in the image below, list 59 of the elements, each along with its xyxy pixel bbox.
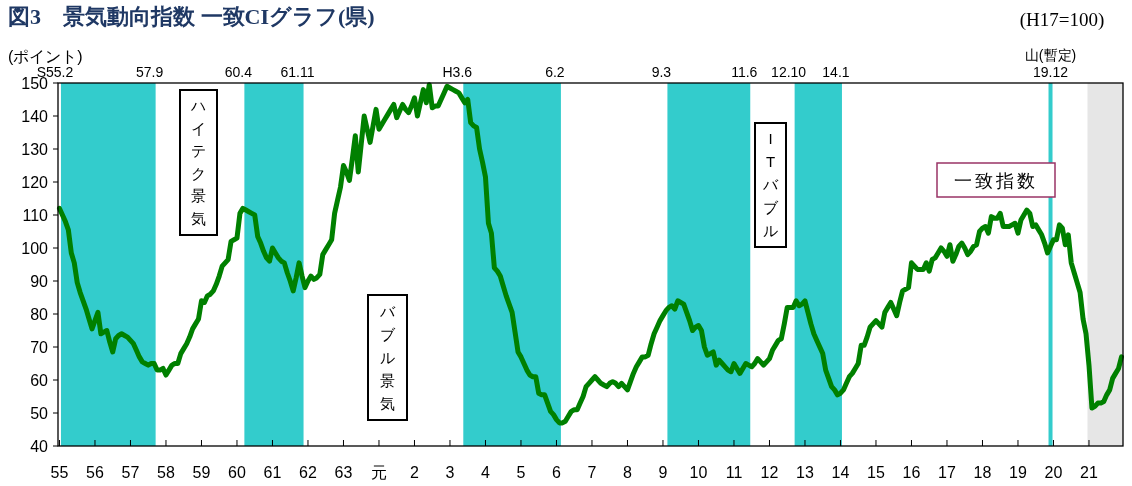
text: 14.1	[822, 64, 850, 80]
y-tick-label: 80	[30, 305, 49, 323]
x-tick-label: 57	[121, 464, 140, 481]
x-tick-label: 20	[1044, 464, 1063, 481]
y-tick-label: 110	[22, 206, 49, 224]
series-label: 一致指数	[954, 171, 1038, 191]
y-tick-label: 40	[30, 437, 49, 455]
y-tick-label: 50	[30, 404, 49, 422]
text: 19.12	[1033, 64, 1069, 80]
annotation: バブル景気	[379, 302, 396, 412]
x-tick-label: 15	[867, 464, 885, 481]
x-tick-label: 9	[658, 464, 668, 481]
x-tick-label: 60	[228, 464, 246, 481]
x-tick-label: 61	[263, 464, 282, 481]
text: 11.6	[731, 64, 758, 80]
text: 61.11	[280, 64, 315, 80]
x-tick-label: 元	[370, 464, 387, 481]
y-tick-label: 70	[30, 338, 49, 356]
text: 60.4	[224, 64, 253, 80]
annotation: ハイテク景気	[190, 97, 206, 227]
y-tick-label: 120	[21, 173, 49, 191]
y-axis-title: (ポイント)	[8, 48, 83, 65]
x-tick-label: 18	[973, 464, 992, 481]
x-tick-label: 63	[334, 464, 353, 481]
x-tick-label: 16	[902, 464, 921, 481]
text: 9.3	[651, 64, 672, 80]
text: (H17=100)	[1019, 9, 1105, 31]
x-tick-label: 8	[623, 464, 633, 481]
text: H3.6	[442, 64, 473, 80]
x-tick-label: 21	[1080, 464, 1098, 481]
x-tick-label: 58	[157, 464, 175, 481]
x-tick-label: 55	[50, 464, 69, 481]
x-tick-label: 19	[1009, 464, 1027, 481]
chart-title: 図3 景気動向指数 一致CIグラフ(県)	[8, 4, 375, 29]
x-tick-label: 17	[938, 464, 956, 481]
x-tick-label: 6	[552, 464, 562, 481]
x-tick-label: 13	[796, 464, 814, 481]
x-tick-label: 10	[689, 464, 708, 481]
y-tick-label: 100	[21, 239, 49, 257]
x-tick-label: 3	[445, 464, 455, 481]
y-tick-label: 130	[21, 140, 49, 158]
text: 57.9	[136, 64, 164, 80]
x-tick-label: 7	[587, 464, 597, 481]
y-tick-label: 60	[30, 371, 49, 389]
text: 6.2	[545, 64, 565, 80]
x-tick-label: 62	[299, 464, 317, 481]
y-tick-label: 90	[30, 272, 49, 290]
x-tick-label: 4	[481, 464, 491, 481]
x-tick-label: 11	[725, 464, 743, 481]
x-tick-label: 56	[86, 464, 104, 481]
text: 山(暫定)	[1024, 47, 1077, 63]
x-tick-label: 59	[192, 464, 211, 481]
annotation: ITバブル	[762, 130, 779, 239]
x-tick-label: 14	[831, 464, 850, 481]
x-tick-label: 12	[760, 464, 779, 481]
y-tick-label: 140	[21, 107, 49, 125]
x-tick-label: 2	[410, 464, 420, 481]
x-tick-label: 5	[516, 464, 526, 481]
text: 12.10	[771, 64, 807, 80]
